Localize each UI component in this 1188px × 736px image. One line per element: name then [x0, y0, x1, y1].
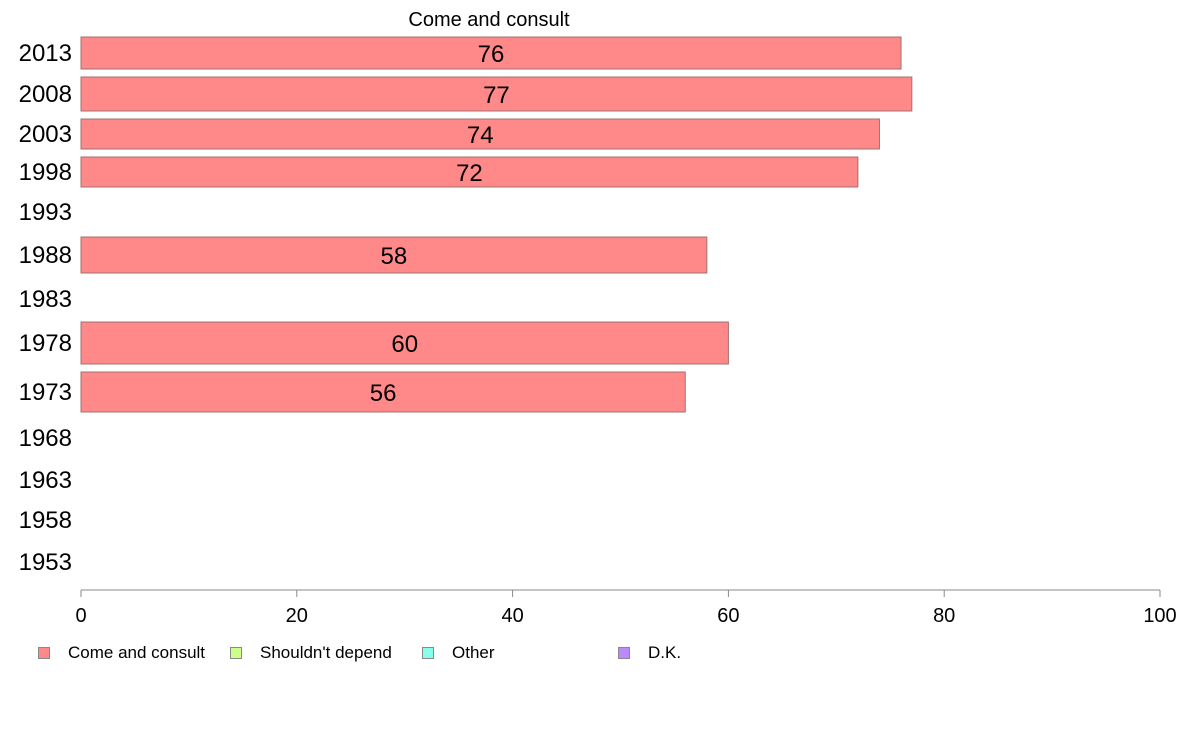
- legend-label-shouldnt-depend: Shouldn't depend: [260, 643, 392, 662]
- bar-value-label-1973: 56: [370, 380, 397, 407]
- legend-item-other: Other: [422, 643, 495, 663]
- legend-swatch-dk: [618, 647, 630, 659]
- x-tick-label-0: 0: [75, 605, 86, 627]
- y-tick-label-1968: 1968: [19, 425, 72, 452]
- bar-2013: [80, 36, 902, 70]
- y-tick-label-1983: 1983: [19, 286, 72, 313]
- legend-item-shouldnt-depend: Shouldn't depend: [230, 643, 392, 663]
- y-axis-labels: 2013 2008 2003 1998 1993 1988 1983 1978 1973 1968…: [19, 40, 72, 576]
- x-tick-label-20: 20: [286, 605, 308, 627]
- x-tick-label-60: 60: [717, 605, 739, 627]
- legend-item-come-and-consult: Come and consult: [38, 643, 205, 663]
- bar-2008: [80, 76, 913, 112]
- legend-label-other: Other: [452, 643, 495, 662]
- x-tick-label-40: 40: [501, 605, 523, 627]
- y-tick-label-2008: 2008: [19, 81, 72, 108]
- legend-swatch-come-and-consult: [38, 647, 50, 659]
- y-tick-label-1978: 1978: [19, 330, 72, 357]
- legend-item-dk: D.K.: [618, 643, 681, 663]
- bar-value-label-1998: 72: [456, 160, 483, 187]
- legend: Come and consult Shouldn't depend Other …: [38, 643, 738, 663]
- x-axis: 0 20 40 60 80 100: [75, 589, 1177, 627]
- bar-value-label-1988: 58: [381, 243, 408, 270]
- chart-title: Come and consult: [408, 9, 570, 31]
- y-tick-label-1958: 1958: [19, 507, 72, 534]
- bar-value-label-2003: 74: [467, 122, 494, 149]
- bar-1978: [80, 321, 729, 365]
- legend-label-dk: D.K.: [648, 643, 682, 662]
- bars: [80, 36, 913, 413]
- y-tick-label-2013: 2013: [19, 40, 72, 67]
- y-tick-label-1998: 1998: [19, 159, 72, 186]
- y-tick-label-2003: 2003: [19, 121, 72, 148]
- y-tick-label-1963: 1963: [19, 467, 72, 494]
- bar-value-label-2013: 76: [478, 41, 505, 68]
- legend-swatch-shouldnt-depend: [230, 647, 242, 659]
- bar-value-label-1978: 60: [391, 331, 418, 358]
- y-tick-label-1973: 1973: [19, 379, 72, 406]
- bar-value-labels: 76 77 74 72 58 60 56: [370, 41, 510, 407]
- bar-1988: [80, 236, 708, 274]
- x-tick-label-100: 100: [1143, 605, 1176, 627]
- bar-value-label-2008: 77: [483, 82, 510, 109]
- bar-2003: [80, 118, 880, 150]
- y-tick-label-1993: 1993: [19, 199, 72, 226]
- bar-1998: [80, 156, 859, 188]
- legend-swatch-other: [422, 647, 434, 659]
- y-tick-label-1953: 1953: [19, 549, 72, 576]
- y-tick-label-1988: 1988: [19, 242, 72, 269]
- legend-label-come-and-consult: Come and consult: [68, 643, 206, 662]
- bar-1973: [80, 371, 686, 413]
- x-tick-label-80: 80: [933, 605, 955, 627]
